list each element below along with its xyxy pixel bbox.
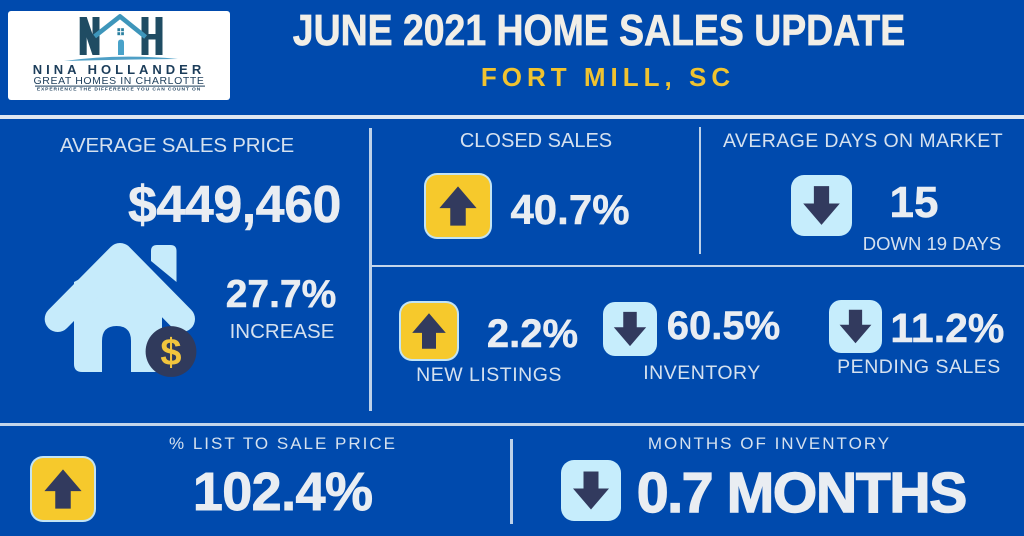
svg-text:NINA HOLLANDER: NINA HOLLANDER	[33, 62, 206, 77]
svg-text:$: $	[160, 332, 181, 374]
svg-text:GREAT HOMES IN CHARLOTTE: GREAT HOMES IN CHARLOTTE	[34, 75, 205, 87]
svg-text:EXPERIENCE THE DIFFERENCE YOU: EXPERIENCE THE DIFFERENCE YOU CAN COUNT …	[37, 87, 201, 93]
